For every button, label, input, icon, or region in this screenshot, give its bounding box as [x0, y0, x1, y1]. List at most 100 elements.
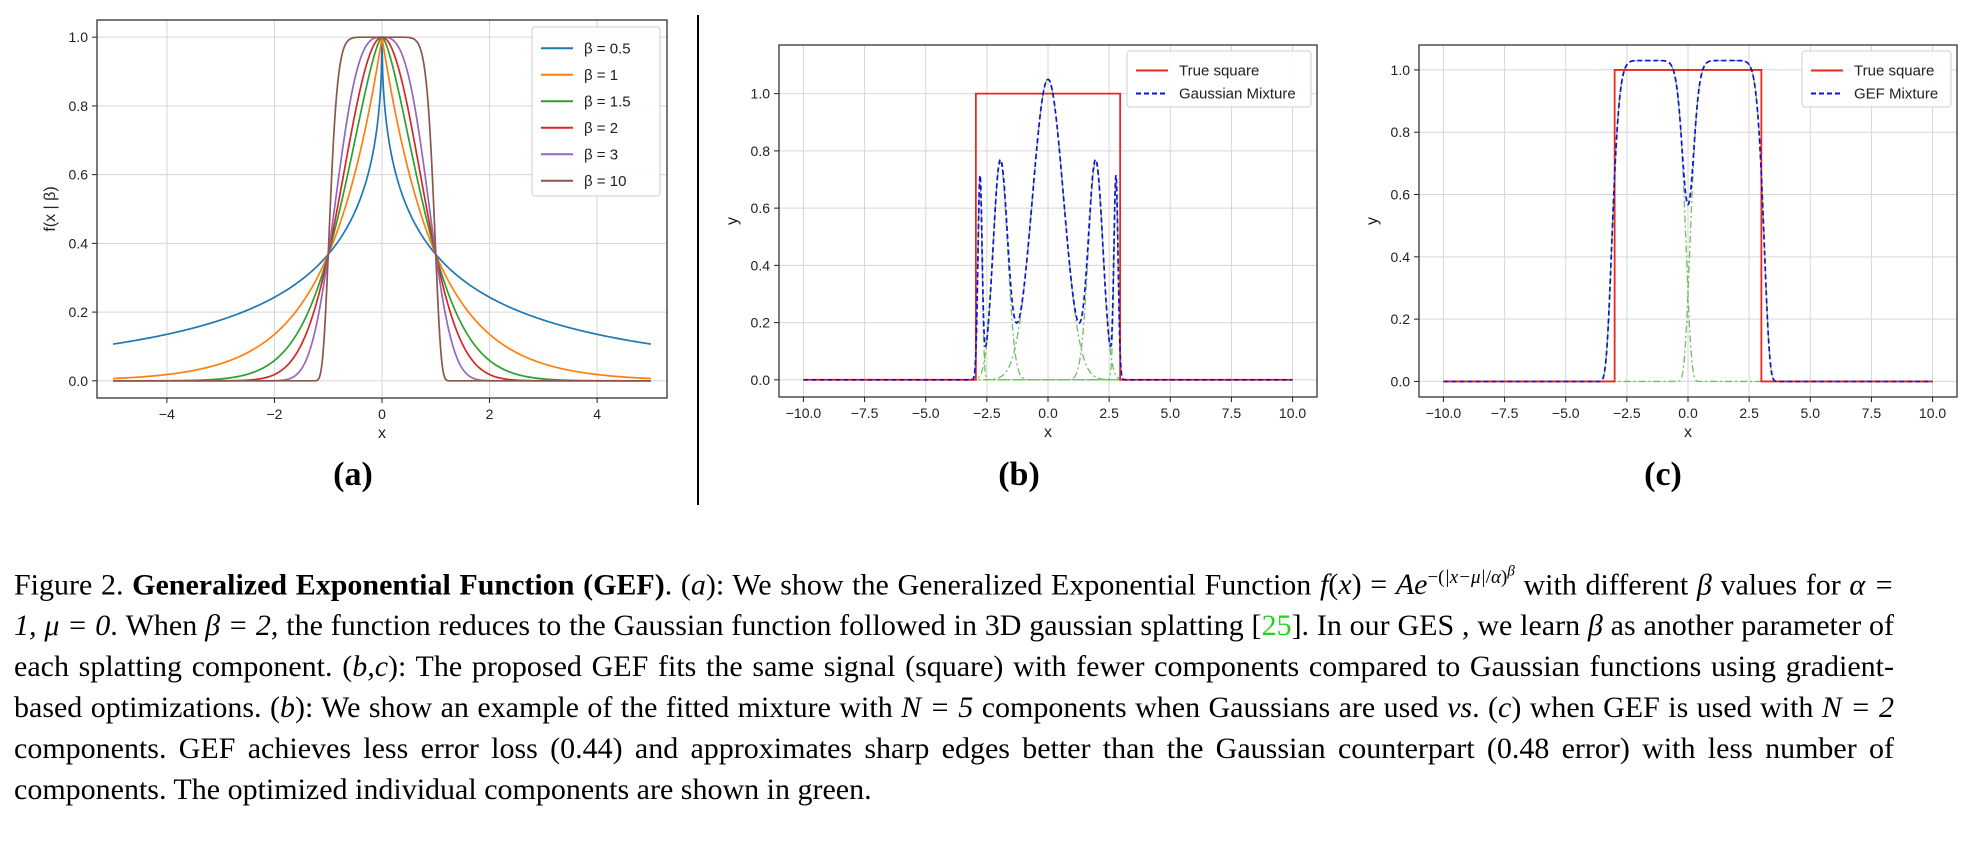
caption-text: values for — [1711, 568, 1850, 602]
caption-text: ): We show an example of the fitted mixt… — [294, 691, 902, 725]
caption-text: vs — [1447, 691, 1473, 725]
x-tick-label: −4 — [159, 406, 175, 422]
legend-label: β = 10 — [584, 173, 626, 190]
y-tick-label: 0.8 — [69, 98, 89, 114]
y-tick-label: 0.0 — [1391, 373, 1411, 389]
caption-text: b — [279, 691, 295, 725]
citation-link[interactable]: 25 — [1261, 609, 1292, 643]
legend-label: β = 2 — [584, 120, 618, 137]
legend-label: GEF Mixture — [1854, 86, 1938, 103]
figure: −4 −2 0 2 4 0.0 0.2 0.4 0.6 0.8 1.0 x f(x | β) β = 0.… — [42, 15, 1958, 505]
y-axis-label: y — [724, 217, 741, 225]
y-tick-label: 0.2 — [751, 315, 771, 331]
x-tick-label: −7.5 — [851, 405, 879, 421]
x-tick-label: 2.5 — [1099, 405, 1119, 421]
x-tick-label: 5.0 — [1161, 405, 1181, 421]
x-tick-label: −2.5 — [973, 405, 1001, 421]
caption-text: ): We show the Generalized Exponential F… — [705, 568, 1320, 602]
figure-caption: Figure 2. Generalized Exponential Functi… — [14, 552, 1894, 810]
x-tick-label: 5.0 — [1801, 405, 1821, 421]
y-tick-label: 0.4 — [69, 235, 89, 251]
caption-text: with different — [1514, 568, 1697, 602]
y-tick-label: 0.2 — [1391, 311, 1411, 327]
chart-panel-b: −10.0 −7.5 −5.0 −2.5 0.0 2.5 5.0 7.5 10.0 0.0 0.2 0… — [724, 44, 1318, 441]
legend-label: True square — [1854, 63, 1934, 80]
legend-label: β = 1 — [584, 67, 618, 84]
x-tick-label: 10.0 — [1279, 405, 1306, 421]
y-axis-label: y — [1364, 217, 1381, 225]
y-axis-label: f(x | β) — [42, 186, 59, 231]
x-tick-label: −2 — [266, 406, 282, 422]
caption-title: Generalized Exponential Function (GEF) — [132, 568, 665, 602]
caption-text: ]. In our GES , we learn — [1291, 609, 1588, 643]
mixture-line — [1443, 59, 1933, 383]
series-line — [113, 36, 651, 382]
caption-math: β — [1696, 568, 1712, 602]
y-tick-label: 0.6 — [1391, 187, 1411, 203]
x-tick-label: 4 — [593, 406, 601, 422]
caption-text: ) when GEF is used with — [1511, 691, 1822, 725]
caption-text: as another parameter of each splatting c… — [14, 609, 1894, 684]
y-tick-label: 0.4 — [751, 257, 771, 273]
caption-formula: f(x) = Ae−(|x−μ|/α)β — [1319, 564, 1515, 602]
x-tick-label: 2.5 — [1739, 405, 1759, 421]
y-tick-label: 0.6 — [751, 200, 771, 216]
x-tick-label: −7.5 — [1491, 405, 1519, 421]
caption-text: . When — [110, 609, 206, 643]
legend-label: True square — [1179, 63, 1259, 80]
x-tick-label: 7.5 — [1862, 405, 1882, 421]
y-tick-label: 0.0 — [751, 372, 771, 388]
caption-math: N = 5 — [901, 691, 974, 725]
chart-panel-c: −10.0 −7.5 −5.0 −2.5 0.0 2.5 5.0 7.5 10.0 0.0 0.2 0… — [1364, 44, 1958, 441]
x-axis-label: x — [1044, 424, 1052, 441]
x-tick-label: 0.0 — [1678, 405, 1698, 421]
caption-text: ): The proposed GEF fits the same signal… — [14, 650, 1894, 725]
panel-label-c: (c) — [1644, 456, 1682, 493]
legend-label: β = 0.5 — [584, 40, 631, 57]
caption-figure-number: Figure 2. — [14, 568, 124, 602]
y-tick-label: 0.8 — [751, 143, 771, 159]
x-tick-label: −5.0 — [1552, 405, 1580, 421]
panel-label-b: (b) — [998, 456, 1040, 493]
x-tick-label: −2.5 — [1613, 405, 1641, 421]
x-tick-label: −10.0 — [786, 405, 822, 421]
y-tick-label: 1.0 — [751, 86, 771, 102]
caption-text: components. GEF achieves less error loss… — [14, 732, 1894, 807]
caption-math: β — [1587, 609, 1603, 643]
y-tick-label: 0.0 — [69, 373, 89, 389]
x-axis-label: x — [1684, 424, 1692, 441]
y-tick-label: 0.8 — [1391, 124, 1411, 140]
caption-text: components when Gaussians are used — [973, 691, 1448, 725]
legend: True square GEF Mixture — [1801, 50, 1952, 108]
x-tick-label: 7.5 — [1222, 405, 1242, 421]
x-tick-label: 10.0 — [1919, 405, 1946, 421]
x-tick-label: −10.0 — [1426, 405, 1462, 421]
caption-text: , the function reduces to the Gaussian f… — [270, 609, 1262, 643]
series-group — [113, 36, 651, 382]
caption-text: c — [1497, 691, 1512, 725]
y-tick-label: 1.0 — [1391, 62, 1411, 78]
x-tick-label: 2 — [486, 406, 494, 422]
y-tick-label: 1.0 — [69, 29, 89, 45]
legend-label: Gaussian Mixture — [1179, 86, 1296, 103]
caption-text: b,c — [352, 650, 389, 684]
y-tick-label: 0.4 — [1391, 249, 1411, 265]
legend: β = 0.5 β = 1 β = 1.5 β = 2 β = 3 β = 10 — [531, 26, 661, 197]
legend: True square Gaussian Mixture — [1126, 50, 1312, 108]
y-tick-label: 0.6 — [69, 167, 89, 183]
panel-divider — [697, 15, 699, 505]
y-tick-label: 0.2 — [69, 304, 89, 320]
x-tick-label: 0.0 — [1038, 405, 1058, 421]
caption-math: N = 2 — [1821, 691, 1894, 725]
legend-box — [1126, 50, 1312, 108]
legend-label: β = 3 — [584, 146, 618, 163]
caption-math: α = 1, μ = 0 — [14, 568, 1894, 643]
x-tick-label: −5.0 — [912, 405, 940, 421]
caption-text: a — [690, 568, 706, 602]
x-tick-label: 0 — [378, 406, 386, 422]
caption-text: . ( — [1472, 691, 1498, 725]
mixture-line — [803, 78, 1293, 381]
panel-label-a: (a) — [333, 456, 373, 493]
x-axis-label: x — [378, 425, 386, 442]
chart-panel-a: −4 −2 0 2 4 0.0 0.2 0.4 0.6 0.8 1.0 x f(x | β) β = 0.… — [42, 19, 668, 442]
